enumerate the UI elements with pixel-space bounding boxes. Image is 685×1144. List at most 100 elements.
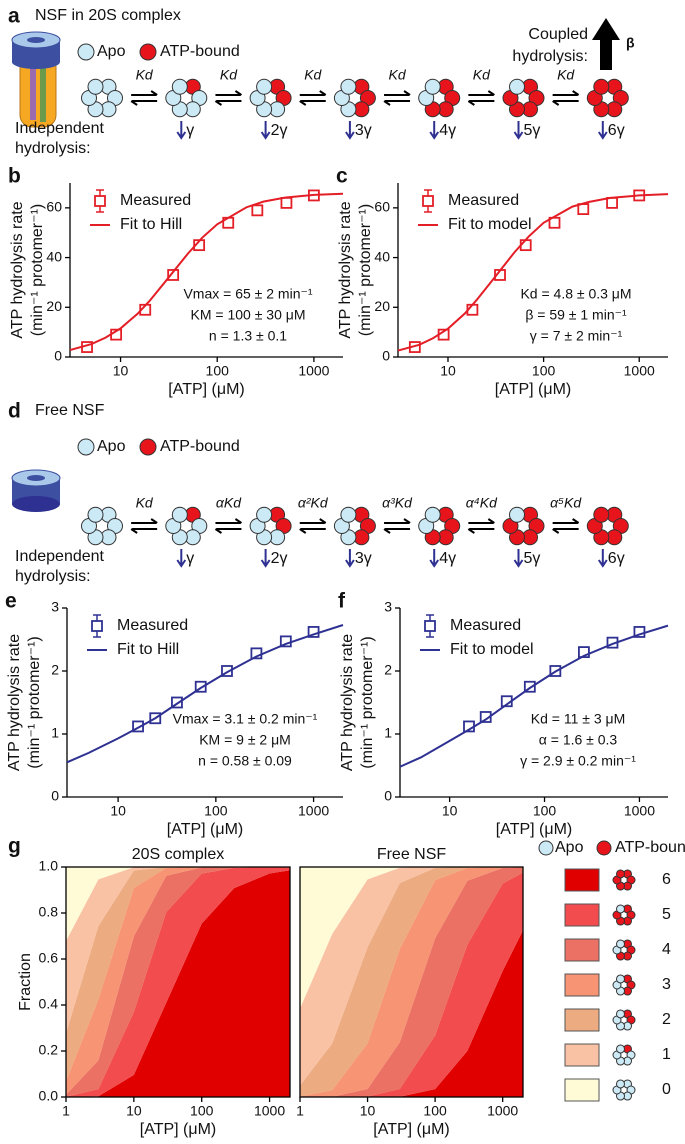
subunit bbox=[616, 974, 625, 984]
coupled-rate: β bbox=[626, 35, 635, 51]
forward-arrow bbox=[384, 518, 411, 524]
hexamer-icon bbox=[612, 869, 636, 891]
hydrolysis-rate: 5γ bbox=[524, 550, 541, 567]
forward-arrow bbox=[299, 90, 327, 96]
y-tick-label: 20 bbox=[46, 298, 62, 314]
area-band bbox=[66, 867, 290, 1097]
reverse-arrow bbox=[383, 528, 411, 534]
forward-arrow bbox=[131, 518, 158, 524]
measured-point bbox=[523, 680, 536, 693]
hydrolysis-label: Independent bbox=[15, 120, 105, 137]
measured-point bbox=[251, 204, 264, 217]
rate-label: α²Kd bbox=[298, 495, 329, 511]
legend-marker bbox=[91, 620, 103, 632]
hydrolysis-arrow bbox=[429, 121, 440, 140]
icon-free-nsf bbox=[11, 469, 61, 512]
hydrolysis-arrow bbox=[176, 121, 187, 140]
hydrolysis-rate: γ bbox=[186, 122, 194, 139]
reverse-arrow bbox=[383, 100, 411, 106]
hexamer-icon bbox=[502, 78, 545, 118]
hexamer-icon bbox=[612, 1079, 636, 1101]
annotation: α = 1.6 ± 0.3 bbox=[539, 732, 618, 748]
legend-label: 2 bbox=[662, 1011, 671, 1028]
hydrolysis-label: hydrolysis: bbox=[15, 140, 91, 157]
legend-label: 4 bbox=[662, 941, 671, 958]
y-tick-label: 40 bbox=[374, 248, 390, 264]
x-tick-label: 10 bbox=[126, 1103, 142, 1119]
measured-point bbox=[606, 196, 618, 209]
annotation: β = 59 ± 1 min⁻¹ bbox=[525, 307, 627, 323]
apo-swatch bbox=[77, 43, 95, 61]
x-tick-label: 1000 bbox=[624, 363, 655, 379]
legend-label: Apo bbox=[97, 43, 126, 60]
hydrolysis-arrow bbox=[345, 549, 355, 568]
atp-swatch bbox=[139, 438, 157, 456]
area-band bbox=[66, 867, 290, 942]
rate-label: Kd bbox=[473, 67, 491, 83]
apo-swatch bbox=[77, 438, 95, 456]
y-axis-label: (min⁻¹ protomer⁻¹) bbox=[357, 204, 374, 336]
annotation: n = 1.3 ± 0.1 bbox=[209, 328, 287, 344]
x-tick-label: 100 bbox=[204, 803, 228, 819]
fit-line bbox=[399, 624, 669, 768]
subunit bbox=[616, 904, 625, 914]
hydrolysis-rate: 2γ bbox=[271, 122, 288, 139]
annotation: Kd = 4.8 ± 0.3 μM bbox=[520, 286, 631, 302]
hydrolysis-rate: 3γ bbox=[355, 550, 372, 567]
hydrolysis-rate: 4γ bbox=[439, 122, 456, 139]
rate-label: Kd bbox=[220, 67, 238, 83]
hydrolysis-rate: 6γ bbox=[608, 122, 625, 139]
legend-marker bbox=[94, 195, 106, 207]
hydrolysis-arrow bbox=[260, 121, 271, 140]
x-tick-label: 1 bbox=[296, 1103, 304, 1119]
reverse-arrow bbox=[552, 100, 579, 106]
fit-line bbox=[69, 192, 344, 352]
rate-label: α⁵Kd bbox=[550, 495, 582, 511]
legend-label: Measured bbox=[117, 617, 188, 634]
chart-title: Free NSF bbox=[377, 846, 447, 863]
subunit bbox=[340, 78, 357, 95]
x-tick-label: 1 bbox=[62, 1103, 70, 1119]
hydrolysis-rate: 6γ bbox=[608, 550, 625, 567]
rate-label: Kd bbox=[557, 67, 575, 83]
legend-swatch bbox=[564, 1008, 600, 1032]
x-axis-label: [ATP] (μM) bbox=[496, 821, 572, 838]
hydrolysis-label: hydrolysis: bbox=[15, 568, 91, 585]
legend-label: Fit to model bbox=[450, 641, 534, 658]
reverse-arrow bbox=[299, 100, 326, 106]
annotation: n = 0.58 ± 0.09 bbox=[198, 753, 292, 769]
rate-label: αKd bbox=[216, 495, 242, 511]
legend-errorbar bbox=[93, 614, 101, 638]
panel-letter: a bbox=[8, 5, 20, 28]
hydrolysis-rate: 3γ bbox=[355, 122, 372, 139]
panel-title: Free NSF bbox=[35, 402, 105, 419]
measured-point bbox=[221, 665, 233, 677]
hexamer-icon bbox=[81, 78, 123, 118]
fit-line bbox=[66, 624, 344, 764]
hexamer-icon bbox=[165, 78, 208, 118]
measured-point bbox=[577, 203, 590, 216]
x-tick-label: 10 bbox=[360, 1103, 376, 1119]
hexamer-icon bbox=[249, 506, 292, 546]
subunit bbox=[616, 1009, 625, 1019]
x-tick-label: 100 bbox=[533, 803, 557, 819]
area-band bbox=[66, 867, 290, 1095]
hydrolysis-arrow bbox=[176, 549, 187, 568]
plot-frame bbox=[299, 866, 524, 1098]
apo-swatch bbox=[538, 840, 554, 856]
legend-label: Measured bbox=[120, 192, 191, 209]
y-tick-label: 0.4 bbox=[39, 996, 59, 1012]
legend-header: ATP-bound bbox=[615, 839, 685, 856]
x-tick-label: 1000 bbox=[298, 803, 329, 819]
subunit bbox=[87, 506, 104, 523]
hydrolysis-arrow bbox=[260, 549, 271, 568]
legend-label: 1 bbox=[662, 1046, 671, 1063]
subunit bbox=[616, 1079, 625, 1089]
legend-marker bbox=[424, 620, 436, 632]
y-tick-label: 0.0 bbox=[39, 1088, 59, 1104]
legend-swatch bbox=[564, 868, 600, 892]
hexamer-icon bbox=[586, 506, 629, 546]
y-tick-label: 20 bbox=[374, 298, 390, 314]
reverse-arrow bbox=[299, 528, 326, 534]
hexamer-icon bbox=[612, 939, 636, 961]
